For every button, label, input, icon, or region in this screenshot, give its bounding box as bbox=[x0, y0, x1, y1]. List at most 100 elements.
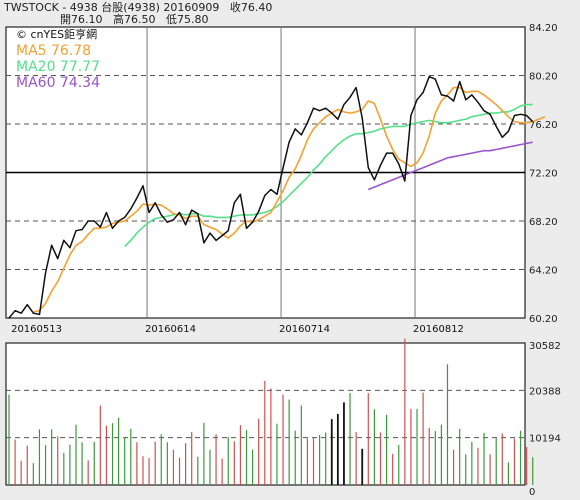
header-open: 開76.10 bbox=[60, 13, 103, 26]
close-point bbox=[57, 257, 59, 260]
close-point bbox=[81, 228, 83, 231]
x-tick-label: 20160714 bbox=[279, 324, 330, 335]
close-point bbox=[519, 113, 522, 115]
close-point bbox=[233, 202, 235, 204]
close-point bbox=[355, 87, 357, 89]
close-point bbox=[118, 220, 120, 222]
close-point bbox=[312, 107, 315, 109]
close-point bbox=[130, 208, 132, 210]
x-tick-label: 20160812 bbox=[413, 324, 464, 335]
price-y-tick-label: 72.20 bbox=[529, 169, 558, 180]
close-point bbox=[428, 76, 430, 78]
close-point bbox=[63, 239, 65, 241]
close-point bbox=[337, 118, 339, 120]
close-point bbox=[239, 193, 242, 195]
close-point bbox=[99, 226, 101, 228]
close-point bbox=[154, 202, 156, 204]
close-point bbox=[264, 194, 266, 197]
close-point bbox=[26, 304, 28, 306]
ma20-line bbox=[124, 103, 533, 248]
close-point bbox=[245, 227, 248, 229]
x-tick-label: 20160614 bbox=[145, 324, 196, 335]
close-point bbox=[8, 317, 10, 319]
close-point bbox=[136, 197, 138, 199]
brand-logo: © cnYES鉅亨網 bbox=[16, 28, 98, 41]
close-point bbox=[51, 244, 53, 246]
close-point bbox=[446, 95, 449, 97]
close-point bbox=[69, 247, 71, 249]
close-point bbox=[178, 211, 181, 214]
price-y-tick-label: 64.20 bbox=[529, 266, 558, 277]
volume-y-tick-label: 0 bbox=[529, 487, 535, 498]
price-y-tick-label: 80.20 bbox=[529, 72, 558, 83]
close-point bbox=[32, 312, 34, 314]
close-point bbox=[434, 78, 436, 80]
close-point bbox=[452, 100, 455, 102]
close-point bbox=[148, 211, 150, 214]
legend-ma20-label: MA20 77.77 bbox=[16, 59, 100, 75]
close-point bbox=[501, 136, 503, 138]
close-point bbox=[87, 220, 89, 222]
close-point bbox=[300, 134, 302, 136]
close-point bbox=[111, 227, 114, 229]
close-point bbox=[373, 179, 375, 181]
close-point bbox=[331, 112, 333, 114]
close-point bbox=[422, 91, 424, 94]
header-line2: 開76.10 高76.50 低75.80 bbox=[60, 13, 209, 26]
close-point bbox=[270, 188, 272, 191]
close-point bbox=[465, 99, 467, 101]
close-point bbox=[282, 167, 284, 169]
close-point bbox=[276, 193, 278, 195]
close-point bbox=[306, 122, 309, 124]
close-point bbox=[185, 224, 187, 226]
close-point bbox=[191, 209, 193, 211]
volume-y-tick-label: 10194 bbox=[529, 434, 561, 445]
close-point bbox=[288, 141, 290, 143]
legend-ma60: MA60 74.34 bbox=[16, 75, 100, 91]
legend-ma60-label: MA60 74.34 bbox=[16, 75, 100, 91]
close-point bbox=[507, 130, 509, 132]
price-y-tick-label: 60.20 bbox=[529, 314, 558, 325]
close-point bbox=[349, 96, 351, 98]
close-point bbox=[197, 213, 199, 215]
close-point bbox=[477, 101, 479, 103]
close-point bbox=[343, 104, 345, 106]
close-point bbox=[513, 114, 516, 117]
close-point bbox=[93, 220, 95, 222]
close-point bbox=[398, 163, 400, 165]
close-point bbox=[221, 234, 223, 237]
header-high: 高76.50 bbox=[113, 13, 156, 26]
close-point bbox=[75, 230, 77, 232]
volume-panel bbox=[5, 342, 526, 486]
close-point bbox=[14, 310, 16, 312]
close-point bbox=[227, 230, 229, 232]
close-point bbox=[325, 107, 327, 109]
header-low: 低75.80 bbox=[166, 13, 209, 26]
close-point bbox=[489, 113, 491, 115]
close-point bbox=[172, 219, 175, 221]
close-point bbox=[203, 242, 205, 244]
x-tick-label: 20160513 bbox=[11, 324, 62, 335]
close-point bbox=[105, 211, 108, 214]
close-point bbox=[532, 120, 534, 123]
legend-ma5: MA5 76.78 bbox=[16, 43, 91, 59]
close-point bbox=[215, 239, 217, 241]
close-point bbox=[416, 99, 418, 101]
header-code: TWSTOCK - 4938 台股(4938) 20160909 bbox=[4, 1, 220, 14]
legend-ma20: MA20 77.77 bbox=[16, 59, 100, 75]
close-point bbox=[44, 272, 47, 274]
close-point bbox=[142, 185, 144, 187]
close-point bbox=[440, 94, 442, 96]
close-point bbox=[410, 114, 412, 117]
legend-ma5-label: MA5 76.78 bbox=[16, 43, 92, 59]
volume-y-tick-label: 30582 bbox=[529, 341, 561, 352]
volume-y-tick-label: 20388 bbox=[529, 386, 561, 397]
price-y-tick-label: 76.20 bbox=[529, 120, 558, 131]
close-point bbox=[392, 152, 394, 154]
ma5-line bbox=[33, 86, 546, 313]
close-point bbox=[495, 125, 497, 128]
close-point bbox=[483, 110, 485, 112]
header-line1: TWSTOCK - 4938 台股(4938) 20160909 收76.40 bbox=[4, 1, 272, 14]
close-point bbox=[258, 210, 260, 212]
close-point bbox=[459, 80, 461, 83]
